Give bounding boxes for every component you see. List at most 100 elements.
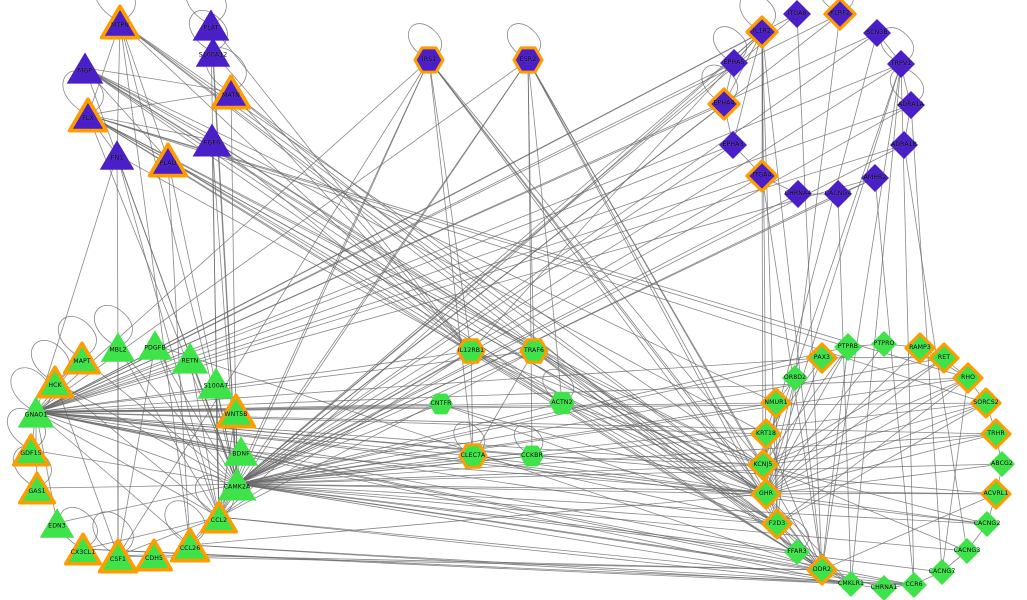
graph-node-scn3b[interactable]: SCN3B bbox=[861, 17, 893, 49]
triangle-glyph bbox=[199, 500, 239, 534]
graph-node-clec7a[interactable]: CLEC7A bbox=[455, 438, 491, 474]
graph-node-adra1b[interactable]: ADRA1B bbox=[888, 129, 920, 161]
graph-node-cacng7[interactable]: CACNG7 bbox=[927, 557, 957, 587]
triangle-glyph bbox=[169, 527, 211, 563]
graph-node-gnao1[interactable]: GNAO1 bbox=[17, 393, 55, 431]
diamond-glyph bbox=[745, 159, 779, 193]
hexagon-glyph bbox=[520, 445, 544, 467]
diamond-glyph bbox=[707, 87, 741, 121]
triangle-glyph bbox=[147, 142, 189, 178]
graph-node-esr2[interactable]: ESR2 bbox=[509, 41, 547, 79]
graph-node-ptpro[interactable]: PTPRO bbox=[869, 329, 899, 359]
diamond-glyph bbox=[952, 362, 984, 394]
graph-node-cacng4[interactable]: CACNG4 bbox=[822, 178, 854, 210]
triangle-glyph bbox=[39, 508, 75, 538]
graph-node-pdgfb[interactable]: PDGFB bbox=[137, 327, 173, 363]
graph-node-plau[interactable]: PLAU bbox=[145, 137, 190, 182]
hexagon-glyph bbox=[549, 391, 575, 415]
diamond-glyph bbox=[928, 342, 960, 374]
triangle-glyph bbox=[210, 74, 252, 110]
diamond-glyph bbox=[980, 478, 1012, 510]
triangle-glyph bbox=[63, 532, 103, 566]
diamond-glyph bbox=[887, 50, 915, 78]
graph-node-traf6[interactable]: TRAF6 bbox=[516, 333, 552, 369]
triangle-glyph bbox=[17, 471, 57, 505]
graph-node-mgp[interactable]: MGP bbox=[66, 49, 104, 87]
triangle-glyph bbox=[35, 365, 75, 399]
graph-node-chrna4[interactable]: CHRNA4 bbox=[782, 178, 814, 210]
graph-node-itga8[interactable]: ITGA8 bbox=[781, 0, 813, 30]
graph-node-gas1[interactable]: GAS1 bbox=[15, 466, 58, 509]
triangle-glyph bbox=[192, 123, 232, 157]
graph-node-cacng2[interactable]: CACNG2 bbox=[972, 509, 1002, 539]
diamond-glyph bbox=[806, 342, 838, 374]
graph-node-acvrl1[interactable]: ACVRL1 bbox=[977, 475, 1015, 513]
graph-node-amhr2[interactable]: AMHR2 bbox=[859, 162, 891, 194]
diamond-glyph bbox=[784, 539, 810, 565]
triangle-glyph bbox=[17, 396, 55, 428]
hexagon-glyph bbox=[458, 443, 488, 469]
graph-node-epha5[interactable]: EPHA5 bbox=[718, 47, 750, 79]
triangle-glyph bbox=[171, 342, 209, 374]
diamond-glyph bbox=[974, 511, 1000, 537]
graph-node-il12rb1[interactable]: IL12RB1 bbox=[453, 333, 489, 369]
graph-node-fn1[interactable]: FN1 bbox=[99, 137, 135, 173]
graph-node-flx[interactable]: FLX bbox=[65, 92, 110, 137]
hexagon-glyph bbox=[512, 46, 544, 74]
graph-node-chrna1[interactable]: CHRNA1 bbox=[869, 573, 899, 600]
diamond-glyph bbox=[750, 418, 782, 450]
diamond-glyph bbox=[863, 19, 891, 47]
diamond-glyph bbox=[901, 572, 927, 598]
diamond-glyph bbox=[750, 478, 782, 510]
graph-node-wnt5b[interactable]: WNT5B bbox=[213, 388, 258, 433]
graph-node-mtpn[interactable]: MTPN bbox=[97, 0, 142, 45]
graph-node-cntfr[interactable]: CNTFR bbox=[427, 390, 455, 418]
triangle-glyph bbox=[62, 341, 102, 375]
triangle-glyph bbox=[197, 367, 235, 399]
diamond-glyph bbox=[720, 49, 748, 77]
triangle-glyph bbox=[11, 433, 51, 467]
graph-node-s100a12[interactable]: S100A12 bbox=[195, 34, 231, 70]
diamond-glyph bbox=[823, 0, 857, 31]
graph-node-gdf15[interactable]: GDF15 bbox=[9, 428, 52, 471]
diamond-glyph bbox=[890, 131, 918, 159]
diamond-glyph bbox=[760, 387, 792, 419]
triangle-glyph bbox=[217, 467, 257, 501]
triangle-glyph bbox=[137, 330, 173, 360]
graph-node-ccr6[interactable]: CCR6 bbox=[899, 570, 929, 600]
diamond-glyph bbox=[783, 0, 811, 28]
graph-node-trhr[interactable]: TRHR bbox=[977, 415, 1015, 453]
hexagon-glyph bbox=[429, 393, 453, 415]
triangle-glyph bbox=[223, 436, 259, 466]
diamond-glyph bbox=[782, 365, 808, 391]
graph-node-actn2[interactable]: ACTN2 bbox=[547, 388, 577, 418]
diamond-glyph bbox=[954, 538, 980, 564]
graph-node-cmklr1[interactable]: CMKLR1 bbox=[836, 569, 866, 599]
triangle-glyph bbox=[66, 52, 104, 84]
hexagon-glyph bbox=[456, 338, 486, 364]
graph-node-cdh5[interactable]: CDH5 bbox=[132, 533, 175, 576]
graph-node-mbl2[interactable]: MBL2 bbox=[100, 329, 136, 365]
hexagon-glyph bbox=[413, 46, 445, 74]
diamond-glyph bbox=[929, 559, 955, 585]
graph-node-trpv1[interactable]: TRPV1 bbox=[885, 48, 917, 80]
diamond-glyph bbox=[838, 571, 864, 597]
graph-node-klrf2[interactable]: KLRF2 bbox=[820, 0, 861, 34]
diamond-glyph bbox=[824, 180, 852, 208]
triangle-glyph bbox=[195, 37, 231, 67]
graph-node-fgf6[interactable]: FGF6 bbox=[192, 120, 232, 160]
graph-node-cckbr[interactable]: CCKBR bbox=[518, 442, 546, 470]
graph-node-irs1[interactable]: IRS1 bbox=[410, 41, 448, 79]
diamond-glyph bbox=[806, 554, 838, 586]
diamond-glyph bbox=[745, 15, 779, 49]
graph-node-epha4[interactable]: EPHA4 bbox=[704, 84, 745, 125]
diamond-glyph bbox=[904, 332, 936, 364]
diamond-glyph bbox=[897, 91, 925, 119]
graph-node-adra1a[interactable]: ADRA1A bbox=[895, 89, 927, 121]
graph-node-matn[interactable]: MATN bbox=[208, 69, 253, 114]
graph-node-itga4[interactable]: ITGA4 bbox=[742, 156, 783, 197]
triangle-glyph bbox=[67, 97, 109, 133]
triangle-glyph bbox=[100, 332, 136, 362]
